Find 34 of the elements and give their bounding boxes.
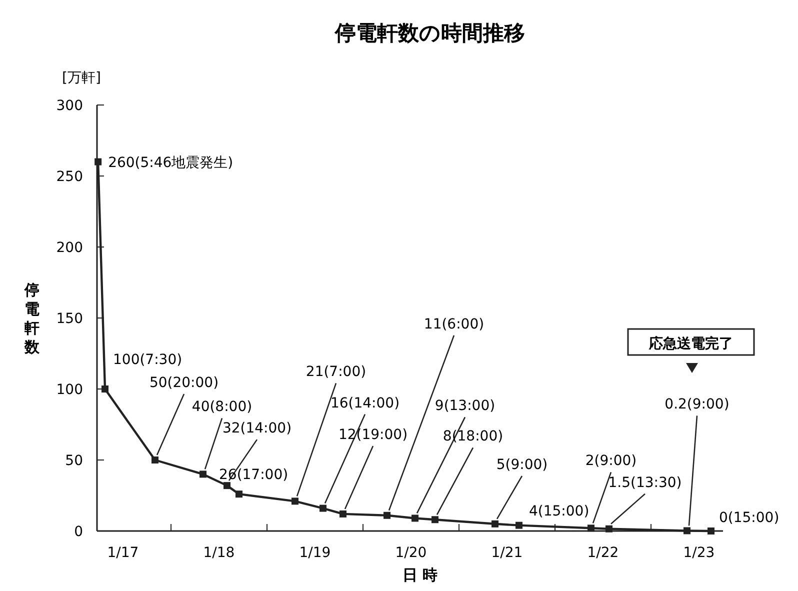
x-tick-label: 1/19 [299, 545, 331, 561]
annotation: 260(5:46地震発生) [108, 154, 234, 171]
y-tick-label: 100 [56, 382, 83, 398]
x-tick-label: 1/22 [587, 545, 619, 561]
x-tick-label: 1/18 [203, 545, 235, 561]
annotation: 32(14:00) [222, 420, 292, 437]
x-tick-label: 1/21 [491, 545, 523, 561]
y-tick-label: 250 [56, 169, 83, 185]
y-tick-label: 150 [56, 311, 83, 327]
y-axis-title: 停電軒数 [24, 281, 40, 356]
annotation: 0.2(9:00) [664, 396, 730, 413]
y-tick-label: 300 [56, 98, 83, 114]
text: [万軒] [62, 70, 101, 86]
annotation: 1.5(13:30) [608, 474, 682, 491]
x-axis-title: 日 時 [402, 566, 438, 584]
annotation: 2(9:00) [585, 453, 637, 470]
annotation: 応急送電完了 [648, 335, 733, 352]
annotation: 100(7:30) [113, 352, 182, 368]
annotation: 4(15:00) [529, 503, 590, 520]
annotation: 16(14:00) [330, 395, 400, 412]
annotation: 11(6:00) [424, 316, 484, 332]
x-tick-label: 1/23 [683, 545, 715, 561]
annotation: 21(7:00) [306, 364, 366, 380]
x-tick-label: 1/20 [395, 545, 427, 561]
annotation: 40(8:00) [192, 399, 252, 416]
annotation: 9(13:00) [434, 398, 496, 414]
y-tick-label: 0 [74, 524, 83, 540]
annotation: 0(15:00) [719, 510, 780, 526]
x-tick-label: 1/17 [107, 545, 139, 561]
annotation: 50(20:00) [149, 375, 219, 391]
y-tick-label: 50 [65, 453, 83, 469]
y-tick-label: 200 [56, 240, 83, 256]
annotation: 5(9:00) [496, 456, 548, 473]
chart-title: 停電軒数の時間推移 [334, 21, 525, 45]
